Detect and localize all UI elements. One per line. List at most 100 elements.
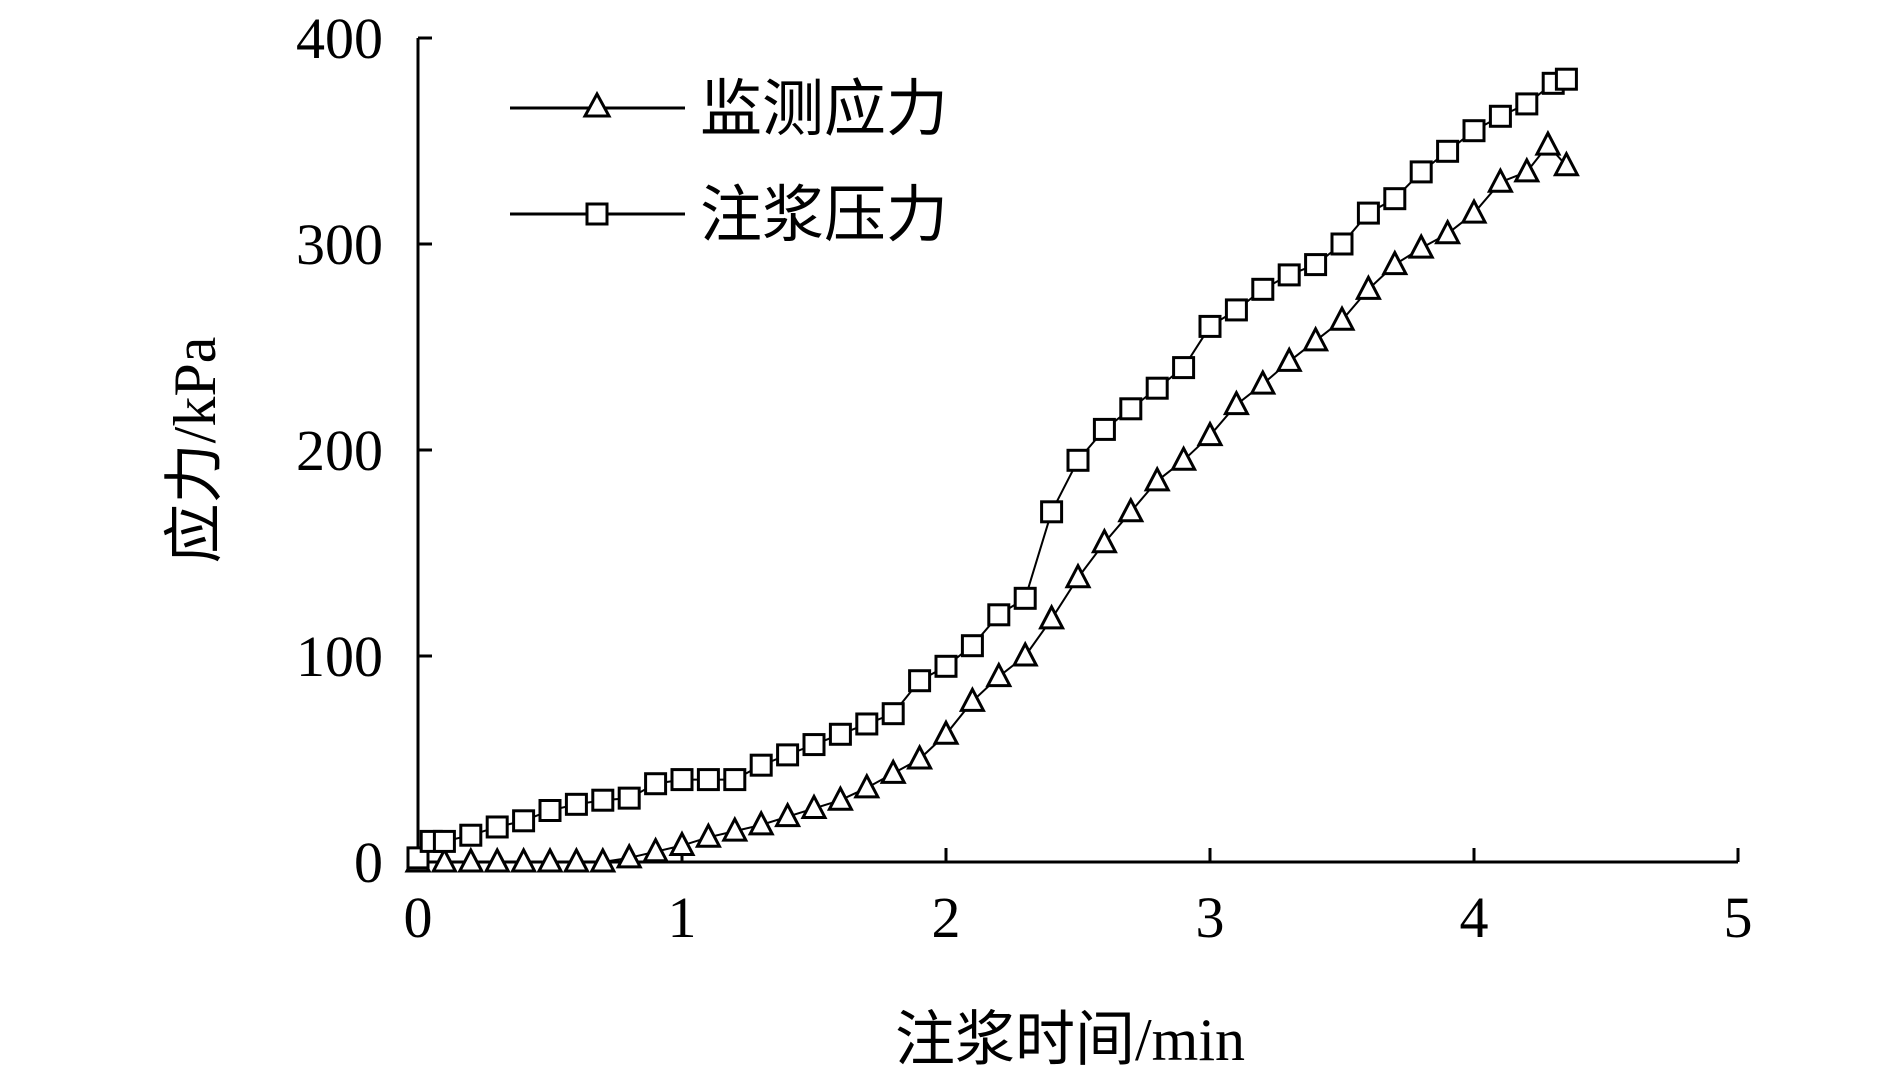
data-point	[855, 712, 879, 736]
y-tick-label: 100	[296, 624, 383, 689]
y-tick-label: 200	[296, 418, 383, 483]
data-point	[853, 772, 881, 799]
data-point	[776, 743, 800, 767]
x-tick-label: 5	[1724, 885, 1753, 950]
ticks: 0 1 2 3 4 5 0 100 200 300 400	[296, 6, 1753, 950]
data-point	[538, 799, 562, 822]
data-point	[749, 753, 773, 777]
x-tick-label: 3	[1196, 885, 1225, 950]
data-point	[564, 792, 588, 816]
legend-marker-grouting-pressure	[585, 202, 609, 226]
data-point	[1513, 156, 1541, 183]
data-point	[1407, 232, 1435, 259]
legend: 监测应力 注浆压力	[510, 76, 948, 250]
data-point	[485, 815, 509, 839]
series-line-1	[417, 78, 1567, 859]
data-point	[1354, 274, 1382, 300]
data-point	[1515, 92, 1539, 116]
x-tick-label: 1	[668, 885, 697, 950]
data-point	[457, 846, 485, 873]
data-point	[908, 669, 932, 693]
data-point	[536, 846, 564, 873]
data-point	[1330, 232, 1354, 256]
data-point	[987, 603, 1011, 627]
data-point	[1436, 139, 1460, 163]
data-point	[1119, 397, 1143, 421]
data-point	[1038, 603, 1066, 630]
data-point	[1040, 500, 1064, 524]
data-point	[1275, 346, 1303, 372]
x-tick-label: 0	[404, 885, 433, 950]
data-point	[1011, 640, 1039, 667]
data-point	[1304, 253, 1328, 277]
data-point	[906, 743, 934, 770]
data-point	[1277, 263, 1301, 287]
data-point	[1434, 218, 1462, 245]
data-point	[985, 661, 1013, 688]
y-axis-title: 应力/kPa	[162, 337, 228, 564]
data-point	[1534, 129, 1562, 156]
data-point	[696, 768, 720, 792]
x-tick-label: 4	[1460, 885, 1489, 950]
data-point	[644, 772, 668, 796]
data-point	[721, 815, 749, 842]
legend-label-monitoring-stress: 监测应力	[700, 76, 948, 144]
data-point	[459, 823, 483, 847]
data-point	[483, 846, 511, 873]
data-point	[510, 846, 538, 873]
data-point	[747, 809, 775, 836]
data-point	[1013, 586, 1037, 610]
data-point	[774, 801, 802, 828]
data-point	[668, 830, 696, 857]
data-point	[1302, 325, 1330, 352]
data-point	[934, 654, 958, 678]
data-point	[589, 846, 617, 873]
data-point	[1143, 465, 1171, 492]
data-point	[1554, 67, 1578, 91]
data-point	[1381, 249, 1409, 276]
data-point	[723, 768, 747, 792]
data-point	[562, 846, 590, 873]
data-point	[1552, 150, 1580, 177]
data-point	[828, 722, 852, 746]
data-point	[432, 829, 456, 853]
legend-marker-monitoring-stress	[582, 90, 612, 118]
data-point	[1488, 104, 1512, 128]
series-markers	[404, 67, 1580, 873]
data-point	[826, 784, 854, 811]
data-point	[591, 788, 615, 812]
data-point	[430, 846, 458, 873]
data-point	[1222, 389, 1250, 416]
data-point	[615, 842, 643, 869]
data-point	[1145, 376, 1169, 400]
y-tick-label: 400	[296, 6, 383, 71]
data-point	[1383, 187, 1407, 211]
data-point	[1198, 314, 1222, 338]
data-point	[960, 634, 984, 658]
data-point	[881, 702, 905, 726]
data-point	[512, 809, 536, 833]
data-point	[1356, 201, 1380, 225]
data-point	[1328, 304, 1356, 331]
data-point	[932, 719, 960, 745]
data-point	[802, 733, 826, 757]
data-point	[879, 758, 907, 784]
data-point	[1249, 368, 1277, 395]
data-point	[617, 786, 641, 810]
data-point	[1409, 160, 1433, 184]
legend-label-grouting-pressure: 注浆压力	[700, 182, 948, 250]
data-point	[1172, 356, 1196, 380]
data-point	[1066, 448, 1090, 472]
data-point	[1117, 496, 1145, 523]
x-tick-label: 2	[932, 885, 961, 950]
data-point	[1064, 562, 1092, 589]
data-point	[670, 768, 694, 792]
data-point	[1224, 298, 1248, 322]
data-point	[642, 836, 670, 863]
data-point	[1170, 445, 1198, 471]
data-point	[958, 686, 986, 712]
data-point	[1196, 420, 1224, 447]
data-point	[800, 793, 828, 819]
data-point	[1462, 119, 1486, 143]
